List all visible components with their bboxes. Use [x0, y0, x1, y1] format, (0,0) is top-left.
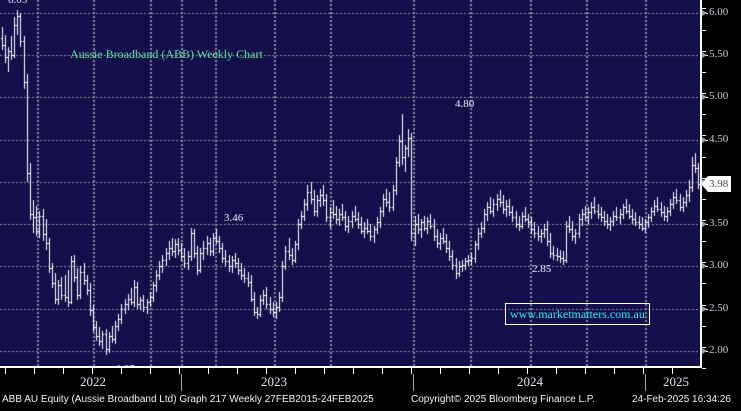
marketmatters-watermark: www.marketmatters.com.au — [505, 303, 650, 325]
time-axis-tick — [411, 368, 412, 374]
time-axis-tick — [237, 368, 238, 374]
price-axis-arrow-icon — [702, 94, 707, 100]
time-axis-year-label: 2022 — [80, 374, 106, 389]
time-axis-tick — [5, 368, 6, 374]
price-axis-minor-tick — [702, 283, 706, 284]
price-axis-arrow-icon — [702, 52, 707, 58]
time-axis-tick — [527, 368, 528, 374]
price-axis-arrow-icon — [702, 137, 707, 143]
price-chart-plot-area[interactable]: Aussie Broadband (ABB) Weekly Chart 6.03… — [0, 0, 700, 368]
time-axis-year-label: 2025 — [663, 374, 689, 389]
price-annotation-label: 4.80 — [455, 98, 475, 110]
time-axis-line — [0, 366, 702, 368]
price-axis-minor-tick — [702, 347, 706, 348]
time-axis-tick — [34, 368, 35, 374]
footer-instrument-info: ABB AU Equity (Aussie Broadband Ltd) Gra… — [2, 394, 374, 405]
price-axis-label: 2.50 — [709, 302, 729, 314]
price-axis-label: 5.00 — [709, 90, 729, 102]
time-axis-tick — [556, 368, 557, 374]
price-axis-minor-tick — [702, 262, 706, 263]
price-axis-minor-tick — [702, 8, 706, 9]
price-axis-minor-tick — [702, 93, 706, 94]
price-annotation-label: 2.85 — [532, 263, 552, 275]
price-axis-arrow-icon — [702, 10, 707, 16]
price-axis-minor-tick — [702, 305, 706, 306]
time-axis-tick — [266, 368, 267, 374]
price-axis-minor-tick — [702, 30, 706, 31]
price-axis-minor-tick — [702, 241, 706, 242]
time-axis-tick — [295, 368, 296, 374]
time-axis-tick — [92, 368, 93, 374]
price-axis-label: 3.00 — [709, 259, 729, 271]
time-axis-year-label: 2023 — [261, 374, 287, 389]
price-axis: 2.002.503.003.504.004.505.005.506.00 3.9… — [700, 0, 741, 369]
time-axis-tick — [498, 368, 499, 374]
price-annotation-label: 1.95 — [116, 363, 135, 368]
price-axis-label: 2.00 — [709, 344, 729, 356]
time-axis-tick — [150, 368, 151, 374]
time-axis-year-label: 2024 — [517, 374, 543, 389]
year-separator — [413, 374, 414, 391]
year-separator — [645, 374, 646, 391]
price-axis-minor-tick — [702, 51, 706, 52]
price-axis-minor-tick — [702, 326, 706, 327]
price-axis-arrow-icon — [702, 348, 707, 354]
price-axis-minor-tick — [702, 72, 706, 73]
price-axis-minor-tick — [702, 114, 706, 115]
price-axis-label: 3.50 — [709, 217, 729, 229]
time-axis-tick — [469, 368, 470, 374]
time-axis-tick — [672, 368, 673, 374]
last-price-tag: 3.98 — [701, 176, 732, 192]
year-separator — [181, 374, 182, 391]
footer-copyright: Copyright© 2025 Bloomberg Finance L.P. — [411, 394, 595, 405]
price-axis-label: 4.50 — [709, 133, 729, 145]
chart-title: Aussie Broadband (ABB) Weekly Chart — [70, 47, 263, 61]
footer-bar: ABB AU Equity (Aussie Broadband Ltd) Gra… — [0, 393, 741, 411]
price-axis-arrow-icon — [702, 263, 707, 269]
time-axis-tick — [208, 368, 209, 374]
time-axis-tick — [585, 368, 586, 374]
time-axis-tick — [440, 368, 441, 374]
time-axis-tick — [324, 368, 325, 374]
time-axis-tick — [121, 368, 122, 374]
price-axis-arrow-icon — [702, 221, 707, 227]
price-axis-minor-tick — [702, 157, 706, 158]
watermark-text: www.marketmatters.com.au — [510, 307, 645, 321]
price-axis-minor-tick — [702, 220, 706, 221]
time-axis-tick — [382, 368, 383, 374]
time-axis-tick — [614, 368, 615, 374]
time-axis-tick — [179, 368, 180, 374]
time-axis-tick — [63, 368, 64, 374]
price-annotation-label: 6.03 — [8, 0, 28, 6]
price-axis-label: 6.00 — [709, 6, 729, 18]
price-tag-pointer-icon — [701, 176, 708, 192]
time-axis-tick — [353, 368, 354, 374]
ohlc-bars — [0, 0, 700, 368]
time-axis-tick — [643, 368, 644, 374]
price-axis-minor-tick — [702, 368, 706, 369]
price-axis-arrow-icon — [702, 306, 707, 312]
price-axis-minor-tick — [702, 135, 706, 136]
price-annotation-label: 3.46 — [224, 212, 244, 224]
last-price-value: 3.98 — [708, 176, 732, 192]
price-axis-label: 5.50 — [709, 48, 729, 60]
price-axis-minor-tick — [702, 199, 706, 200]
footer-timestamp: 24-Feb-2025 16:34:26 — [632, 394, 731, 405]
